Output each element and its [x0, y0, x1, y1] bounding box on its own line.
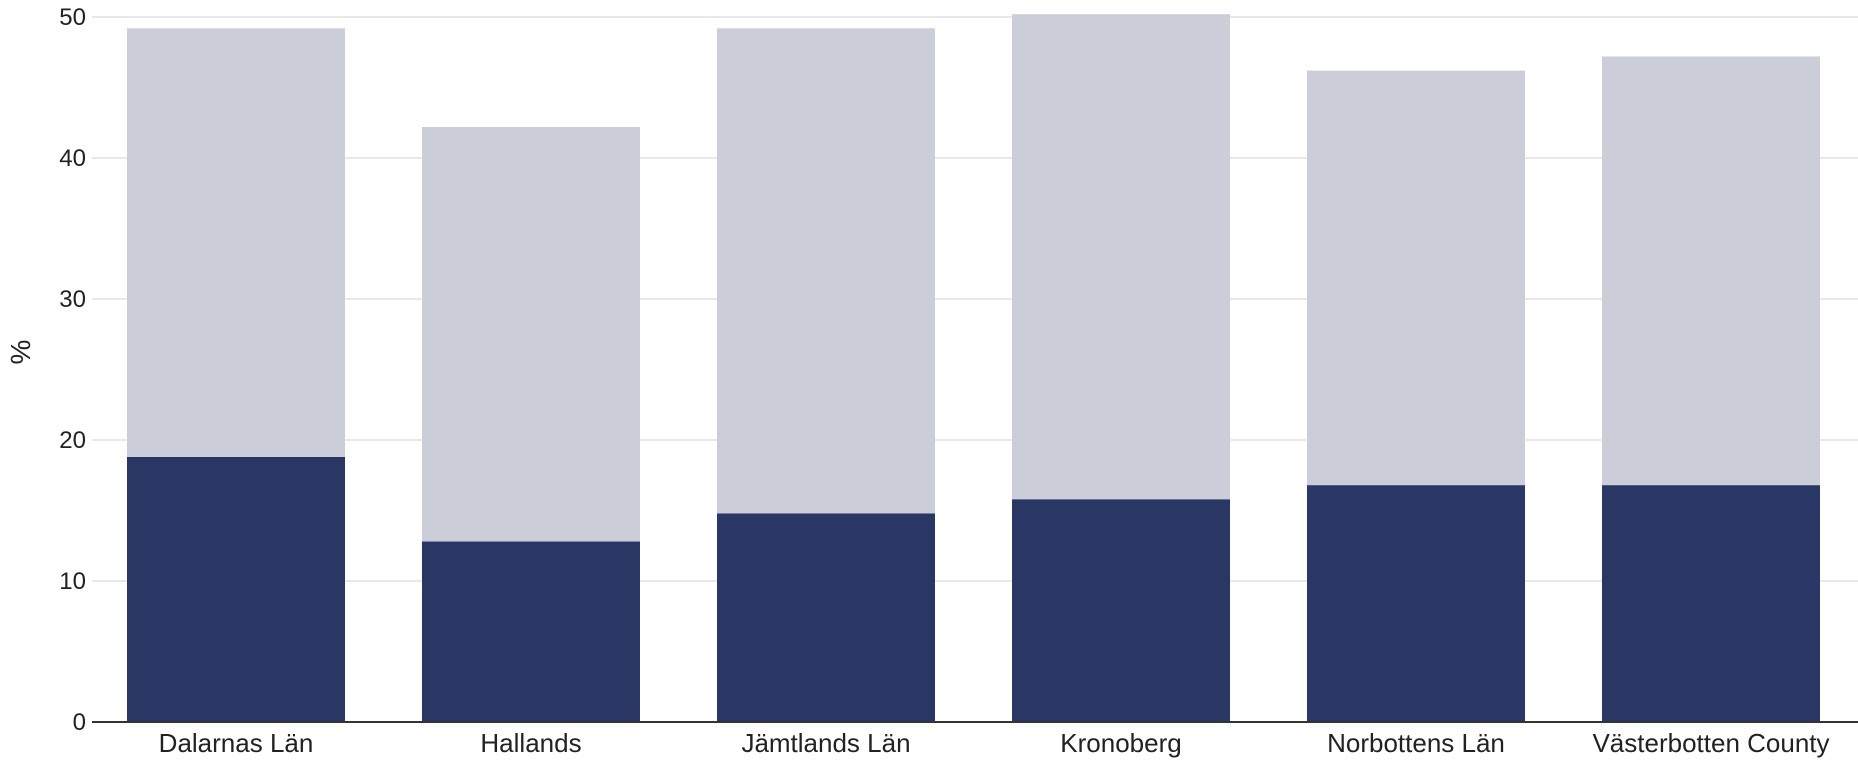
bar-segment-1	[422, 126, 640, 542]
bar-segment-0	[1602, 485, 1820, 722]
bar-segment-1	[127, 28, 345, 457]
bar-segment-1	[717, 28, 935, 514]
bar-segment-0	[1307, 485, 1525, 722]
x-category-label: Hallands	[480, 728, 581, 758]
x-category-label: Norbottens Län	[1327, 728, 1505, 758]
bar-segment-0	[422, 541, 640, 722]
bar-segment-0	[1012, 499, 1230, 722]
axes: 0 10 20 30 40 50 Dalarnas Län Hallands Jämtlands…	[59, 4, 1858, 758]
y-tick-label: 30	[59, 286, 86, 313]
y-tick-label: 40	[59, 145, 86, 172]
bar-segment-1	[1602, 56, 1820, 486]
x-category-label: Dalarnas Län	[159, 728, 314, 758]
bar-segment-0	[127, 456, 345, 722]
x-category-label: Kronoberg	[1060, 728, 1181, 758]
bars	[127, 14, 1820, 722]
y-axis-title: %	[5, 340, 36, 365]
x-category-label: Jämtlands Län	[741, 728, 910, 758]
bar-segment-0	[717, 513, 935, 722]
y-tick-label: 20	[59, 427, 86, 454]
gridlines	[92, 16, 1858, 582]
y-tick-label: 0	[73, 709, 86, 736]
y-tick-label: 50	[59, 4, 86, 31]
bar-segment-1	[1012, 14, 1230, 500]
x-category-label: Västerbotten County	[1592, 728, 1829, 758]
y-tick-label: 10	[59, 568, 86, 595]
bar-segment-1	[1307, 70, 1525, 486]
